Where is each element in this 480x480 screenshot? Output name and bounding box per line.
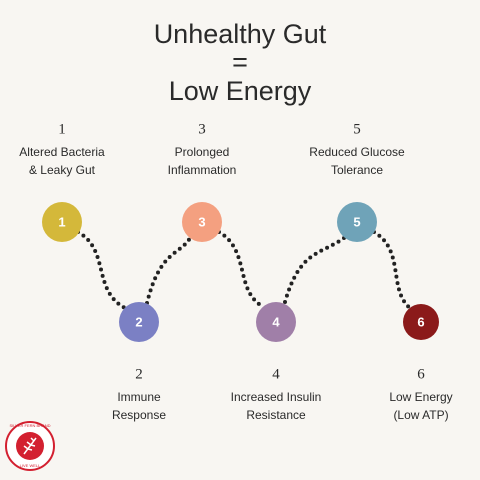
- connector: [283, 236, 346, 304]
- step-label: Resistance: [246, 408, 306, 422]
- step-circle-number: 5: [353, 214, 360, 229]
- step-circle: [256, 302, 296, 342]
- step-circle-number: 6: [417, 314, 424, 329]
- step-circle: [403, 304, 439, 340]
- step-circle: [119, 302, 159, 342]
- step-circle-number: 4: [272, 314, 280, 329]
- step-circle-number: 2: [135, 314, 142, 329]
- step-number: 1: [58, 121, 66, 137]
- connector: [76, 230, 127, 310]
- step-number: 4: [272, 366, 280, 382]
- step-number: 6: [417, 366, 425, 382]
- step-number: 3: [198, 121, 206, 137]
- step-circle: [42, 202, 82, 242]
- connector: [145, 236, 192, 305]
- step-label: (Low ATP): [393, 408, 448, 422]
- connector: [372, 230, 412, 310]
- step-circle: [182, 202, 222, 242]
- title-line: =: [232, 47, 248, 77]
- step-number: 5: [353, 121, 361, 137]
- step-label: & Leaky Gut: [29, 163, 96, 177]
- step-circle: [337, 202, 377, 242]
- logo-leaf: [23, 437, 37, 455]
- step-circle-number: 3: [198, 214, 205, 229]
- logo: SILVER FERN BRAND LIVE WELL: [5, 421, 55, 471]
- step-label: Increased Insulin: [231, 390, 322, 404]
- step-label: Altered Bacteria: [19, 145, 105, 159]
- step-label: Response: [112, 408, 166, 422]
- step-label: Inflammation: [168, 163, 237, 177]
- title-line: Low Energy: [169, 76, 312, 106]
- step-label: Low Energy: [389, 390, 452, 404]
- title-line: Unhealthy Gut: [154, 19, 327, 49]
- step-label: Reduced Glucose: [309, 145, 405, 159]
- step-number: 2: [135, 366, 143, 382]
- step-label: Prolonged: [175, 145, 230, 159]
- logo-text: LIVE WELL: [20, 463, 41, 468]
- step-label: Immune: [117, 390, 161, 404]
- step-label: Tolerance: [331, 163, 383, 177]
- step-circle-number: 1: [58, 214, 65, 229]
- logo-text: SILVER FERN BRAND: [9, 423, 50, 428]
- connector: [217, 230, 264, 308]
